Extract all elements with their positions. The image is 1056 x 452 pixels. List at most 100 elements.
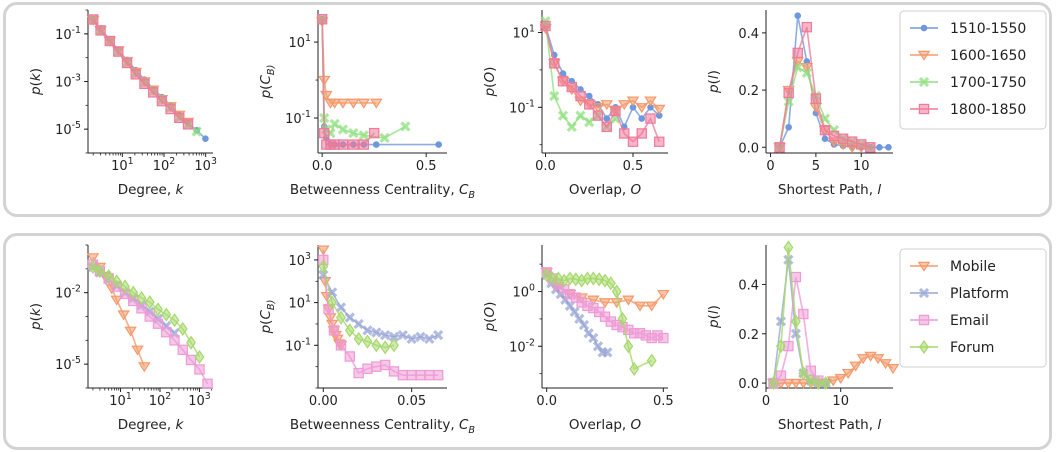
y-tick-label: 0.0 (738, 141, 759, 156)
data-point (566, 121, 577, 132)
data-point (380, 340, 391, 355)
data-point (834, 373, 847, 384)
data-point (846, 136, 858, 147)
legend-label: Mobile (950, 259, 996, 275)
data-point (424, 333, 435, 345)
data-point (876, 143, 883, 151)
y-axis-label: p(CB) (258, 300, 277, 335)
y-tick-label: 10-2 (55, 284, 81, 302)
data-point (328, 98, 341, 109)
y-tick-label: 0.4 (738, 27, 759, 42)
subplot-top-1: 0.0 0.5 101 10-1 Betweenness Centrality, CB p… (258, 10, 475, 201)
y-tick-label: 0.0 (738, 377, 759, 392)
y-tick-label: 10-1 (509, 98, 535, 116)
x-tick-label: 0.5 (623, 159, 644, 174)
data-point (645, 301, 658, 312)
plot-data (773, 12, 892, 154)
x-axis-label: Shortest Path, l (778, 182, 881, 198)
legend-marker (919, 339, 929, 355)
data-point (147, 87, 159, 98)
legend-label: 1510-1550 (950, 21, 1026, 37)
data-point (871, 354, 885, 365)
data-point (380, 329, 391, 341)
data-point (617, 100, 631, 111)
data-point (638, 115, 646, 122)
data-point (138, 362, 151, 373)
y-tick-label: 10-5 (55, 355, 81, 373)
y-tick-label: 10-5 (55, 120, 81, 138)
data-point (362, 325, 373, 336)
y-tick-label: 10-1 (285, 336, 311, 354)
data-point (156, 95, 168, 107)
plot-data (540, 267, 670, 376)
data-point (319, 127, 330, 139)
data-point (371, 338, 382, 353)
data-point (570, 272, 581, 287)
x-tick-label: 5 (812, 159, 820, 174)
data-point (619, 128, 630, 139)
data-point (813, 376, 824, 391)
legend-label: 1600-1650 (950, 48, 1026, 64)
data-point (635, 103, 649, 114)
data-point (328, 325, 340, 336)
data-point (601, 121, 612, 133)
data-point (575, 110, 586, 121)
data-point (161, 307, 172, 322)
x-axis-label: Betweenness Centrality, CB (290, 182, 476, 201)
data-point (406, 333, 417, 345)
subplot-top-3: 0 5 10 0.0 0.2 0.4 Shortest Path, l p(l) (706, 10, 893, 198)
data-point (627, 136, 639, 147)
data-point (775, 370, 787, 381)
y-axis-label: p(k) (28, 68, 44, 96)
y-tick-label: 10-1 (55, 25, 81, 43)
data-point (435, 141, 442, 148)
data-point (362, 334, 373, 349)
data-point (879, 359, 892, 370)
data-point (182, 119, 194, 130)
data-point (113, 46, 124, 57)
data-point (329, 118, 340, 130)
data-point (820, 376, 831, 391)
x-axis-label: Degree, k (118, 182, 185, 198)
data-point (177, 321, 188, 337)
data-point (801, 67, 812, 79)
data-point (165, 103, 176, 115)
data-point (837, 133, 849, 144)
data-point (798, 308, 809, 320)
data-point (111, 274, 122, 289)
x-tick-label: 102 (149, 391, 172, 409)
data-point (372, 141, 380, 148)
data-point (592, 110, 604, 121)
data-point (87, 259, 98, 274)
subplot-bottom-2: 0.0 0.5 100 10-2 Overlap, O p(O) (482, 245, 674, 433)
x-tick-label: 103 (188, 391, 211, 409)
data-point (549, 90, 560, 102)
data-point (657, 289, 670, 300)
x-tick-label: 10 (853, 159, 870, 174)
data-point (783, 240, 794, 255)
data-point (629, 361, 640, 376)
data-point (633, 301, 647, 312)
x-tick-label: 0.0 (535, 159, 556, 174)
y-tick-label: 101 (513, 24, 536, 42)
series-line-1600-1650 (544, 28, 660, 112)
data-point (553, 271, 564, 286)
legend-label: 1700-1750 (950, 75, 1026, 91)
data-point (433, 329, 444, 341)
data-point (362, 363, 373, 374)
data-point (397, 369, 409, 381)
data-point (587, 295, 600, 306)
data-point (88, 14, 99, 25)
data-point (783, 254, 794, 265)
data-point (344, 323, 355, 338)
data-point (169, 313, 180, 328)
data-point (104, 35, 115, 47)
data-point (388, 366, 400, 377)
data-point (826, 376, 840, 387)
legend-label: 1800-1850 (950, 102, 1026, 118)
series-line-1700-1750 (544, 21, 617, 129)
legend-marker (918, 103, 930, 115)
data-point (782, 378, 795, 389)
data-point (557, 110, 569, 121)
data-point (348, 128, 359, 139)
